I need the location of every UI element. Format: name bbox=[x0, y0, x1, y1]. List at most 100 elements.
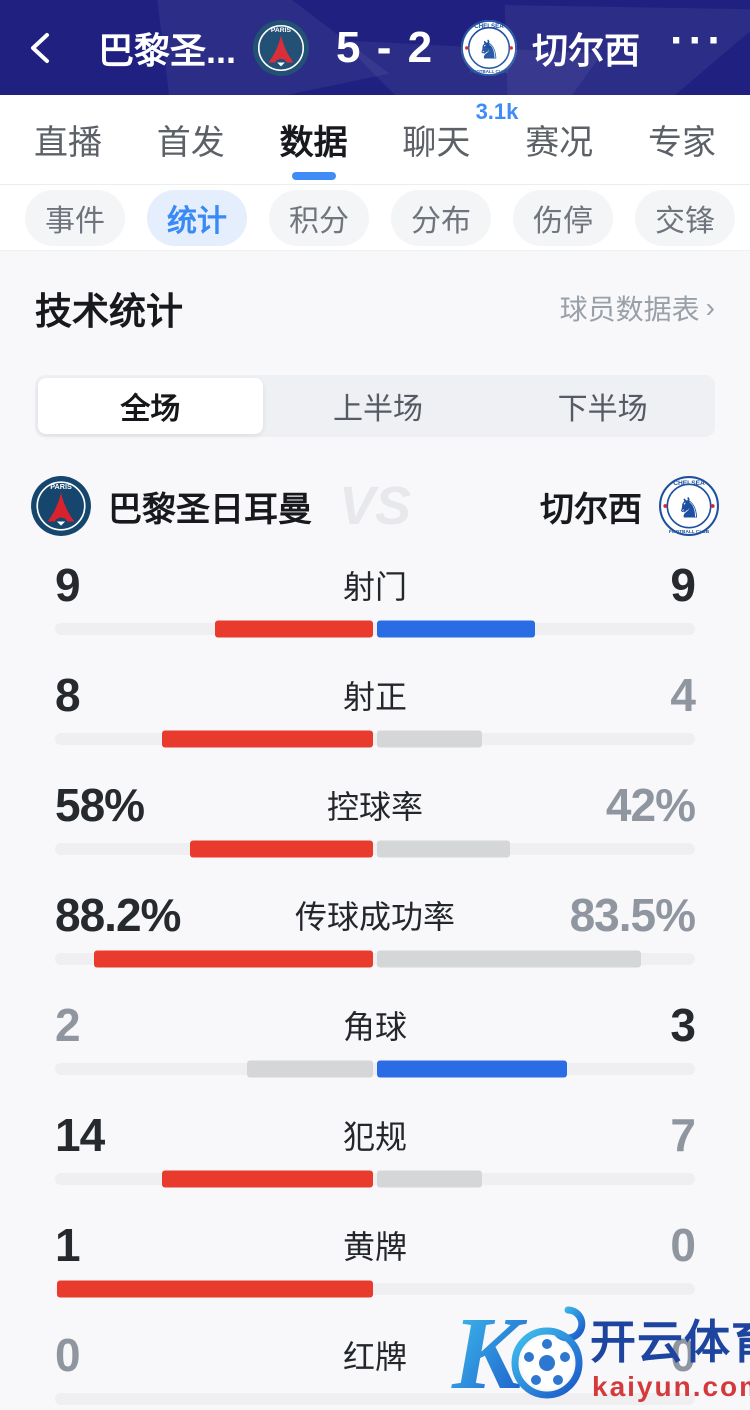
home-value: 2 bbox=[55, 999, 81, 1051]
svg-text:PARIS: PARIS bbox=[271, 27, 292, 34]
player-data-link-label: 球员数据表 bbox=[559, 294, 700, 325]
stats-list: 9 射门 9 8 射正 4 58% 控球率 4 2 bbox=[0, 549, 750, 1410]
svg-text:FOOTBALL CLUB: FOOTBALL CLUB bbox=[470, 69, 508, 74]
stat-bar-track bbox=[55, 1170, 695, 1188]
tab-chat[interactable]: 聊天 3.1k bbox=[398, 97, 518, 182]
period-first-half[interactable]: 上半场 bbox=[333, 393, 423, 426]
section-header: 技术统计 球员数据表 › bbox=[35, 281, 715, 335]
home-bar bbox=[57, 1280, 373, 1298]
home-value: 14 bbox=[55, 1109, 105, 1161]
tab-data-label: 数据 bbox=[279, 124, 348, 162]
stat-label: 黄牌 bbox=[342, 1229, 407, 1265]
tab-chat-label: 聊天 bbox=[402, 124, 471, 162]
period-second-half[interactable]: 下半场 bbox=[557, 393, 648, 426]
away-bar bbox=[377, 950, 641, 968]
home-team-name: 巴黎圣日耳曼 bbox=[108, 490, 312, 529]
away-value: 9 bbox=[670, 559, 696, 611]
stat-row-yellow-cards: 1 黄牌 0 bbox=[0, 1209, 750, 1319]
home-value: 58% bbox=[55, 779, 145, 831]
section-title: 技术统计 bbox=[35, 291, 183, 332]
kaiyun-watermark-logo: K 开云体育 kaiyun.com bbox=[451, 1296, 750, 1410]
svg-text:♞: ♞ bbox=[477, 34, 500, 64]
away-bar bbox=[377, 730, 482, 748]
stat-bar-track bbox=[55, 840, 695, 858]
teams-row: PARIS 巴黎圣日耳曼 VS 切尔西 CHELSEA ♞ FOOTBALL C… bbox=[30, 475, 720, 537]
svg-text:♞: ♞ bbox=[676, 492, 701, 523]
stat-label: 传球成功率 bbox=[294, 899, 455, 935]
home-team-short-name: 巴黎圣... bbox=[98, 29, 237, 71]
vs-watermark: VS bbox=[338, 476, 412, 536]
home-value: 1 bbox=[55, 1219, 81, 1271]
away-team-name: 切尔西 bbox=[540, 490, 642, 529]
subtab-stats[interactable]: 统计 bbox=[147, 189, 247, 246]
stat-bar-track bbox=[55, 730, 695, 748]
away-bar bbox=[377, 840, 510, 858]
stat-label: 控球率 bbox=[326, 789, 423, 825]
chevron-right-icon: › bbox=[705, 292, 715, 323]
tab-live[interactable]: 直播 bbox=[34, 124, 102, 162]
away-bar bbox=[377, 1170, 482, 1188]
watermark-brand-text: 开云体育 bbox=[590, 1316, 750, 1368]
more-options-icon[interactable]: ··· bbox=[670, 15, 726, 65]
chat-count-badge: 3.1k bbox=[475, 99, 519, 124]
back-icon[interactable] bbox=[24, 31, 58, 65]
player-data-link[interactable]: 球员数据表 › bbox=[560, 288, 715, 328]
away-value: 4 bbox=[670, 669, 696, 721]
stat-row-fouls: 14 犯规 7 bbox=[0, 1099, 750, 1209]
stat-label: 犯规 bbox=[342, 1119, 407, 1155]
subtab-injuries[interactable]: 伤停 bbox=[513, 189, 613, 246]
chelsea-logo-icon: CHELSEA ♞ FOOTBALL CLUB bbox=[659, 476, 719, 536]
tab-data[interactable]: 数据 bbox=[276, 97, 352, 182]
match-header: 巴黎圣... PARIS 5 - 2 CHELSEA ♞ FOOTBALL CL… bbox=[0, 0, 750, 95]
stat-label: 角球 bbox=[342, 1009, 407, 1045]
subtab-events[interactable]: 事件 bbox=[25, 189, 125, 246]
away-value: 3 bbox=[670, 999, 696, 1051]
stat-label: 射门 bbox=[342, 569, 407, 605]
subtab-head2head[interactable]: 交锋 bbox=[635, 189, 735, 246]
away-bar bbox=[377, 1060, 567, 1078]
home-value: 88.2% bbox=[55, 889, 181, 941]
main-tab-bar: 直播 首发 数据 聊天 3.1k 赛况 专家 bbox=[0, 95, 750, 185]
tab-match-status[interactable]: 赛况 bbox=[525, 124, 594, 162]
stat-label: 射正 bbox=[342, 679, 407, 715]
away-value: 7 bbox=[670, 1109, 696, 1161]
home-bar bbox=[162, 1170, 373, 1188]
psg-logo-icon: PARIS bbox=[31, 476, 91, 536]
stat-label: 红牌 bbox=[342, 1339, 407, 1375]
away-value: 0 bbox=[670, 1329, 696, 1381]
period-segmented-control: 全场 上半场 下半场 bbox=[35, 375, 715, 437]
home-bar bbox=[94, 950, 373, 968]
period-full-match[interactable]: 全场 bbox=[38, 378, 263, 434]
score: 5 - 2 bbox=[336, 22, 435, 72]
away-value: 0 bbox=[670, 1219, 696, 1271]
svg-text:CHELSEA: CHELSEA bbox=[673, 480, 705, 487]
tab-lineup[interactable]: 首发 bbox=[156, 124, 225, 162]
home-value: 0 bbox=[55, 1329, 81, 1381]
stat-bar-track bbox=[55, 620, 695, 638]
svg-text:FOOTBALL CLUB: FOOTBALL CLUB bbox=[669, 529, 710, 535]
subtab-standings[interactable]: 积分 bbox=[269, 189, 369, 246]
home-bar bbox=[190, 840, 373, 858]
tab-expert[interactable]: 专家 bbox=[647, 124, 716, 162]
away-value: 83.5% bbox=[569, 889, 696, 941]
away-value: 42% bbox=[605, 779, 696, 831]
home-bar bbox=[162, 730, 373, 748]
stat-bar-track bbox=[55, 1060, 695, 1078]
watermark-domain-text: kaiyun.com bbox=[592, 1371, 750, 1402]
psg-logo-icon: PARIS bbox=[252, 19, 310, 76]
svg-text:CHELSEA: CHELSEA bbox=[474, 23, 504, 30]
away-team-short-name: 切尔西 bbox=[532, 29, 641, 71]
stat-bar-track bbox=[55, 950, 695, 968]
away-bar bbox=[377, 620, 535, 638]
stat-bar-track bbox=[55, 1280, 695, 1298]
stat-row-shots-on-target: 8 射正 4 bbox=[0, 659, 750, 769]
home-value: 9 bbox=[55, 559, 81, 611]
stat-row-pass-success: 88.2% 传球成功率 83.5% bbox=[0, 879, 750, 989]
stat-row-possession: 58% 控球率 42% bbox=[0, 769, 750, 879]
stat-row-shots: 9 射门 9 bbox=[0, 549, 750, 659]
sub-tab-bar: 事件 统计 积分 分布 伤停 交锋 bbox=[0, 185, 750, 251]
subtab-distribution[interactable]: 分布 bbox=[391, 189, 491, 246]
active-tab-underline bbox=[291, 172, 336, 180]
home-bar bbox=[247, 1060, 373, 1078]
